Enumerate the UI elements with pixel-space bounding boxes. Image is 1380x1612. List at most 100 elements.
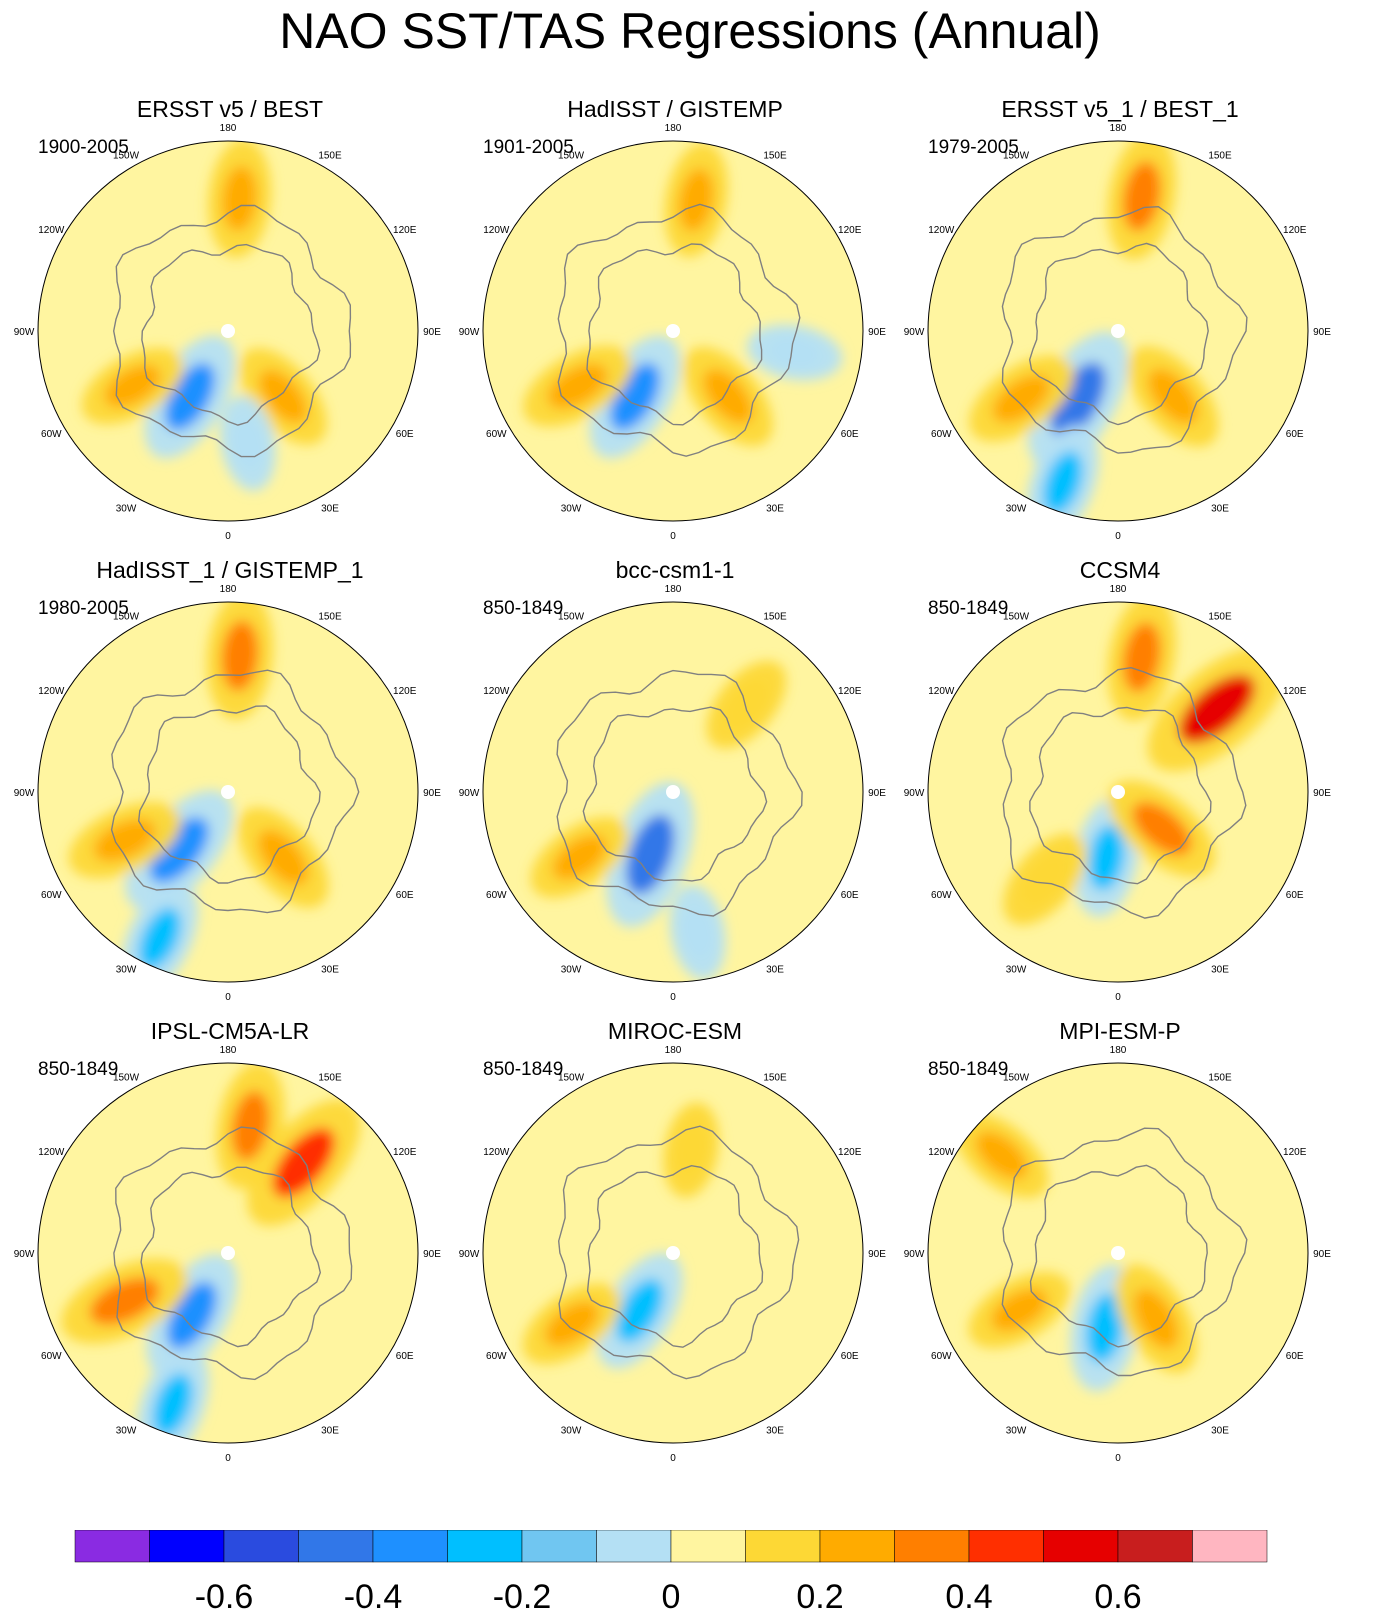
pole-missing-data (221, 324, 235, 338)
longitude-label: 180 (220, 123, 237, 134)
longitude-label: 150W (113, 1072, 140, 1083)
longitude-label: 180 (1110, 1045, 1127, 1056)
coastline (1001, 1127, 1248, 1377)
colorbar-swatch (596, 1530, 672, 1563)
coastline (113, 1126, 353, 1381)
anomaly-core (222, 166, 257, 231)
longitude-label: 30W (1006, 1426, 1027, 1437)
anomaly-core (678, 168, 714, 232)
longitude-label: 90W (904, 1249, 925, 1260)
longitude-label: 180 (220, 1045, 237, 1056)
longitude-label: 90E (423, 1249, 441, 1260)
pole-missing-data (666, 324, 680, 338)
longitude-label: 180 (1110, 123, 1127, 134)
longitude-label: 30E (1211, 965, 1229, 976)
panel-title: IPSL-CM5A-LR (150, 1018, 310, 1044)
panel-period: 850-1849 (38, 1059, 119, 1080)
longitude-label: 60E (396, 429, 414, 440)
longitude-label: 150W (113, 611, 140, 622)
map-panel: bcc-csm1-1 850-1849 180 150E 120E 90E 60E 30E 0 3… (445, 556, 905, 1031)
longitude-label: 30W (116, 1426, 137, 1437)
longitude-label: 30E (766, 965, 784, 976)
polar-map: 180 150E 120E 90E 60E 30E 0 30W 60W 90W 120W 150W (904, 584, 1332, 1003)
longitude-label: 60W (931, 890, 952, 901)
longitude-label: 150W (1003, 1072, 1030, 1083)
longitude-label: 180 (1110, 584, 1127, 595)
longitude-label: 60E (1286, 429, 1304, 440)
longitude-label: 120E (393, 686, 417, 697)
anomaly-core (231, 1090, 270, 1161)
colorbar-tick-label: 0.2 (796, 1578, 843, 1612)
longitude-label: 0 (225, 531, 231, 542)
longitude-label: 120E (838, 686, 862, 697)
panel-title: HadISST_1 / GISTEMP_1 (96, 557, 364, 583)
polar-map: 180 150E 120E 90E 60E 30E 0 30W 60W 90W 120W 150W (14, 123, 442, 542)
longitude-label: 120E (1283, 1147, 1307, 1158)
longitude-label: 120W (928, 686, 955, 697)
longitude-label: 60E (1286, 890, 1304, 901)
colorbar-tick-label: -0.4 (344, 1578, 403, 1612)
polar-map: 180 150E 120E 90E 60E 30E 0 30W 60W 90W 120W 150W (459, 1045, 887, 1464)
longitude-label: 0 (670, 1453, 676, 1464)
panel-period: 850-1849 (928, 598, 1009, 619)
longitude-label: 60E (1286, 1351, 1304, 1362)
longitude-label: 30E (766, 1426, 784, 1437)
longitude-label: 150E (1208, 1072, 1232, 1083)
map-border (37, 140, 419, 522)
map-panel: MPI-ESM-P 850-1849 180 150E 120E 90E 60E 30E 0 30… (890, 1017, 1350, 1492)
coastline (1029, 1164, 1208, 1348)
longitude-label: 150W (113, 150, 140, 161)
longitude-label: 150W (1003, 150, 1030, 161)
map-border (37, 601, 419, 983)
anomaly-core (152, 1373, 193, 1437)
longitude-label: 60E (396, 890, 414, 901)
map-panel: HadISST_1 / GISTEMP_1 1980-2005 180 150E 120… (0, 556, 460, 1031)
anomaly-core (991, 1288, 1048, 1332)
longitude-label: 60W (931, 1351, 952, 1362)
coastline (586, 243, 763, 426)
pole-missing-data (1111, 324, 1125, 338)
colorbar-tick-label: 0.4 (945, 1578, 992, 1612)
longitude-label: 0 (670, 531, 676, 542)
longitude-label: 30E (1211, 1426, 1229, 1437)
coastline (1029, 706, 1212, 885)
longitude-label: 90W (459, 327, 480, 338)
map-panel: MIROC-ESM 850-1849 180 150E 120E 90E 60E 30E 0 30… (445, 1017, 905, 1492)
map-panel: IPSL-CM5A-LR 850-1849 180 150E 120E 90E 60E 30E… (0, 1017, 460, 1492)
longitude-label: 30E (766, 504, 784, 515)
longitude-label: 90W (14, 788, 35, 799)
pole-missing-data (666, 785, 680, 799)
longitude-label: 90W (459, 1249, 480, 1260)
polar-map: 180 150E 120E 90E 60E 30E 0 30W 60W 90W 120W 150W (904, 1045, 1332, 1464)
panel-period: 850-1849 (483, 1059, 564, 1080)
polar-map: 180 150E 120E 90E 60E 30E 0 30W 60W 90W 120W 150W (904, 123, 1332, 542)
longitude-label: 90W (14, 327, 35, 338)
panel-period: 1901-2005 (483, 137, 574, 158)
longitude-label: 30W (1006, 504, 1027, 515)
longitude-label: 60E (841, 1351, 859, 1362)
anomaly-core (768, 337, 821, 368)
anomaly-core (1133, 1288, 1179, 1349)
anomaly-core (544, 1301, 599, 1347)
map-panel: CCSM4 850-1849 180 150E 120E 90E 60E 30E 0 30W 60W… (890, 556, 1350, 1031)
panel-title: CCSM4 (1079, 557, 1161, 583)
anomaly-core (992, 374, 1051, 423)
map-border (37, 1062, 419, 1444)
coastline (586, 1164, 764, 1348)
longitude-label: 0 (1115, 992, 1121, 1003)
longitude-label: 180 (665, 123, 682, 134)
longitude-label: 150W (558, 611, 585, 622)
map-panel: ERSST v5_1 / BEST_1 1979-2005 180 150E 120E 9… (890, 95, 1350, 570)
longitude-label: 30W (561, 504, 582, 515)
coastline (557, 203, 801, 457)
panel-title: ERSST v5_1 / BEST_1 (1001, 96, 1239, 122)
longitude-label: 90E (1313, 327, 1331, 338)
colorbar-swatch (149, 1530, 225, 1563)
longitude-label: 150E (1208, 611, 1232, 622)
longitude-label: 120W (928, 225, 955, 236)
colorbar-swatch (670, 1530, 746, 1563)
longitude-label: 120E (393, 1147, 417, 1158)
longitude-label: 30E (321, 1426, 339, 1437)
longitude-label: 150E (763, 611, 787, 622)
longitude-label: 90W (459, 788, 480, 799)
